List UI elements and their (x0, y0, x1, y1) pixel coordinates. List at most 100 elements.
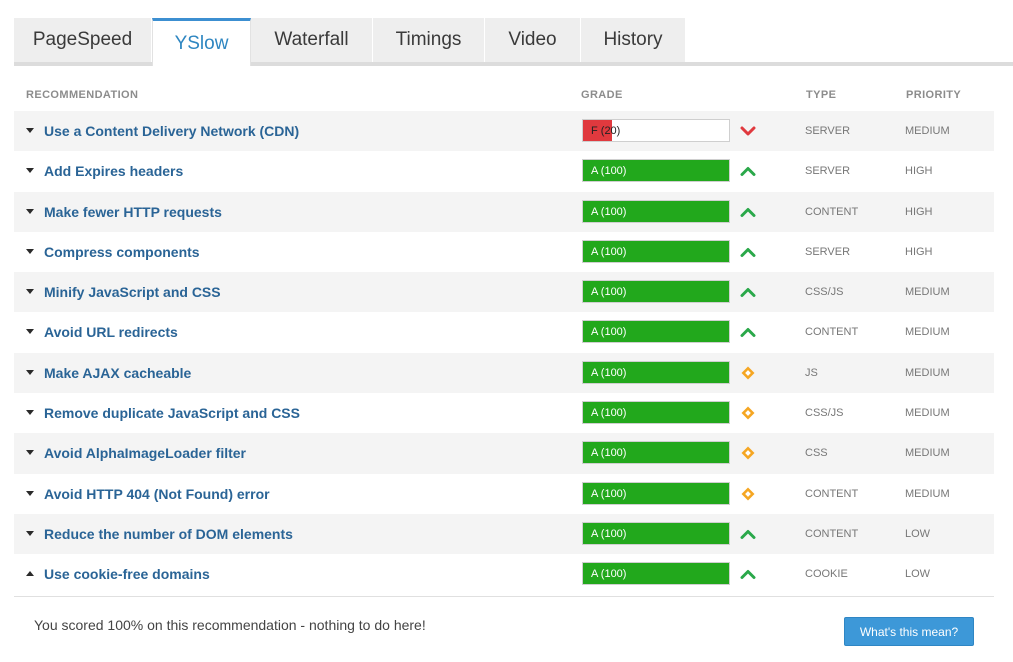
grade-bar: A (100) (582, 239, 730, 263)
column-header-type: TYPE (806, 89, 837, 101)
chevron-up-icon (740, 527, 756, 541)
recommendation-link[interactable]: Make AJAX cacheable (44, 364, 192, 381)
grade-bar: A (100) (582, 562, 730, 586)
priority-label: HIGH (905, 245, 933, 258)
table-row[interactable]: Compress components A (100) SERVER HIGH (14, 231, 994, 273)
table-row[interactable]: Avoid URL redirects A (100) CONTENT MEDIUM (14, 312, 994, 353)
table-row[interactable]: Avoid HTTP 404 (Not Found) error A (100) C… (14, 473, 994, 514)
priority-label: MEDIUM (905, 326, 950, 339)
chevron-up-icon (740, 285, 756, 299)
table-row[interactable]: Make fewer HTTP requests A (100) CONTENT HI… (14, 191, 994, 232)
grade-bar: A (100) (582, 441, 730, 465)
grade-bar-fill (583, 281, 729, 303)
type-label: CSS/JS (805, 286, 844, 299)
column-header-priority: PRIORITY (906, 89, 962, 101)
priority-label: LOW (905, 527, 931, 540)
chevron-up-icon (740, 245, 756, 259)
type-label: JS (805, 366, 818, 379)
table-row[interactable]: Make AJAX cacheable A (100) JS MEDIUM (14, 352, 994, 394)
caret-down-icon[interactable] (26, 289, 34, 295)
caret-down-icon[interactable] (26, 450, 34, 456)
type-label: CONTENT (805, 205, 859, 218)
recommendation-detail-text: You scored 100% on this recommendation -… (34, 617, 426, 633)
grade-label: A (100) (591, 568, 627, 581)
report-tabs: PageSpeed YSlow Waterfall Timings Video … (14, 18, 1013, 66)
table-row[interactable]: Reduce the number of DOM elements A (100)… (14, 513, 994, 555)
priority-label: HIGH (905, 205, 933, 218)
table-row[interactable]: Use a Content Delivery Network (CDN) F (2… (14, 111, 994, 152)
caret-down-icon[interactable] (26, 410, 34, 416)
table-row[interactable]: Use cookie-free domains A (100) COOKIE LOW (14, 554, 994, 595)
column-header-grade: GRADE (581, 89, 623, 101)
recommendations-table: Use a Content Delivery Network (CDN) F (2… (14, 111, 994, 595)
tab-history[interactable]: History (581, 18, 686, 62)
type-label: CSS/JS (805, 407, 844, 420)
chevron-down-icon (740, 124, 756, 138)
grade-bar-fill (583, 200, 729, 222)
caret-down-icon[interactable] (26, 128, 34, 133)
caret-down-icon[interactable] (26, 168, 34, 174)
tab-video[interactable]: Video (485, 18, 581, 62)
tab-waterfall[interactable]: Waterfall (251, 18, 373, 62)
diamond-icon (740, 446, 756, 460)
priority-label: MEDIUM (905, 366, 950, 379)
caret-down-icon[interactable] (26, 490, 34, 496)
grade-label: A (100) (591, 366, 627, 379)
caret-up-icon[interactable] (26, 571, 34, 577)
grade-bar: A (100) (582, 320, 730, 344)
recommendation-link[interactable]: Minify JavaScript and CSS (44, 284, 221, 301)
column-header-recommendation: RECOMMENDATION (26, 89, 139, 101)
type-label: CONTENT (805, 326, 859, 339)
recommendation-link[interactable]: Reduce the number of DOM elements (44, 525, 293, 542)
grade-label: A (100) (591, 447, 627, 460)
table-row[interactable]: Avoid AlphaImageLoader filter A (100) CSS M… (14, 433, 994, 474)
type-label: SERVER (805, 165, 851, 178)
recommendation-link[interactable]: Use a Content Delivery Network (CDN) (44, 123, 300, 139)
grade-label: A (100) (591, 407, 627, 420)
chevron-up-icon (740, 325, 756, 339)
grade-bar: A (100) (582, 280, 730, 304)
grade-label: A (100) (591, 487, 627, 500)
type-label: SERVER (805, 125, 851, 137)
table-row[interactable]: Minify JavaScript and CSS A (100) CSS/JS ME… (14, 272, 994, 313)
recommendation-link[interactable]: Avoid HTTP 404 (Not Found) error (44, 485, 270, 502)
grade-bar-fill (583, 563, 729, 585)
grade-bar: F (20) (582, 119, 730, 142)
diamond-icon (740, 487, 756, 501)
diamond-icon (740, 406, 756, 420)
grade-bar: A (100) (582, 199, 730, 223)
tab-yslow[interactable]: YSlow (152, 18, 251, 66)
caret-down-icon[interactable] (26, 208, 34, 214)
grade-label: A (100) (591, 326, 627, 339)
grade-label: A (100) (591, 527, 627, 540)
table-row[interactable]: Add Expires headers A (100) SERVER HIGH (14, 151, 994, 192)
caret-down-icon[interactable] (26, 329, 34, 335)
type-label: CSS (805, 447, 828, 460)
recommendation-link[interactable]: Avoid URL redirects (44, 324, 178, 341)
grade-bar-fill (583, 402, 729, 424)
priority-label: HIGH (905, 165, 933, 178)
type-label: COOKIE (805, 568, 848, 581)
grade-label: A (100) (591, 286, 627, 299)
grade-bar-fill (583, 160, 729, 182)
recommendation-link[interactable]: Remove duplicate JavaScript and CSS (44, 405, 300, 422)
caret-down-icon[interactable] (26, 530, 34, 536)
recommendation-link[interactable]: Avoid AlphaImageLoader filter (44, 445, 246, 462)
whats-this-mean-button[interactable]: What's this mean? (844, 617, 974, 646)
table-row[interactable]: Remove duplicate JavaScript and CSS A (10… (14, 393, 994, 434)
tab-timings[interactable]: Timings (373, 18, 485, 62)
priority-label: LOW (905, 568, 931, 581)
divider (14, 596, 994, 597)
caret-down-icon[interactable] (26, 248, 34, 254)
recommendation-link[interactable]: Make fewer HTTP requests (44, 203, 222, 220)
type-label: CONTENT (805, 527, 859, 540)
recommendation-link[interactable]: Compress components (44, 243, 200, 260)
priority-label: MEDIUM (905, 407, 950, 420)
recommendation-link[interactable]: Add Expires headers (44, 163, 184, 180)
recommendation-link[interactable]: Use cookie-free domains (44, 566, 210, 583)
grade-bar-fill (583, 321, 729, 343)
caret-down-icon[interactable] (26, 369, 34, 375)
tab-pagespeed[interactable]: PageSpeed (14, 18, 152, 62)
grade-bar-fill (583, 361, 729, 383)
grade-label: A (100) (591, 245, 627, 258)
